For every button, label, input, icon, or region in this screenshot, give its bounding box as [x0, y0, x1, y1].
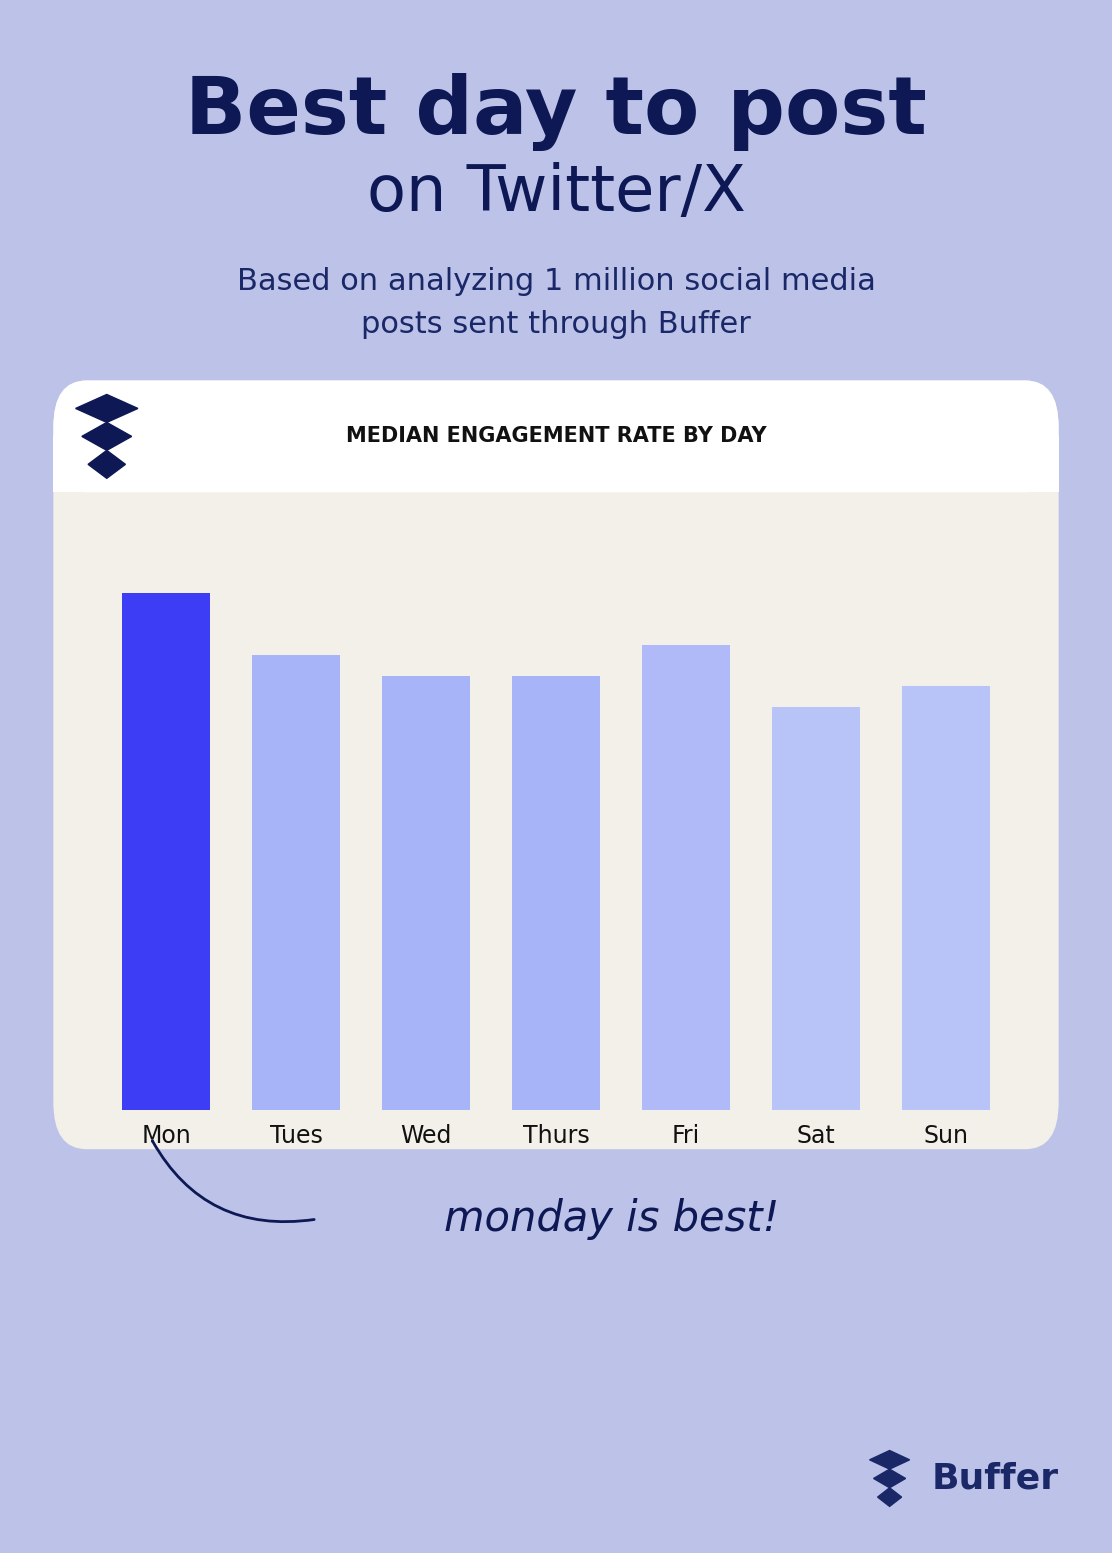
Text: ♥: ♥	[102, 432, 111, 441]
Bar	[512, 676, 600, 1110]
Bar	[251, 655, 340, 1110]
Polygon shape	[870, 1451, 910, 1469]
Polygon shape	[874, 1469, 905, 1488]
FancyBboxPatch shape	[53, 380, 1059, 492]
Bar	[772, 707, 861, 1110]
Bar	[53, 436, 1059, 492]
Bar	[122, 593, 210, 1110]
Polygon shape	[877, 1488, 902, 1506]
Text: on Twitter/X: on Twitter/X	[367, 162, 745, 224]
Polygon shape	[82, 422, 131, 450]
Polygon shape	[88, 450, 126, 478]
Text: Buffer: Buffer	[932, 1461, 1059, 1496]
Text: Best day to post: Best day to post	[185, 73, 927, 151]
Text: MEDIAN ENGAGEMENT RATE BY DAY: MEDIAN ENGAGEMENT RATE BY DAY	[346, 427, 766, 446]
Polygon shape	[76, 394, 138, 422]
FancyBboxPatch shape	[53, 380, 1059, 1149]
Text: Based on analyzing 1 million social media
posts sent through Buffer: Based on analyzing 1 million social medi…	[237, 267, 875, 339]
Bar	[642, 644, 731, 1110]
Bar	[381, 676, 470, 1110]
Text: monday is best!: monday is best!	[444, 1197, 780, 1241]
Bar	[902, 686, 990, 1110]
